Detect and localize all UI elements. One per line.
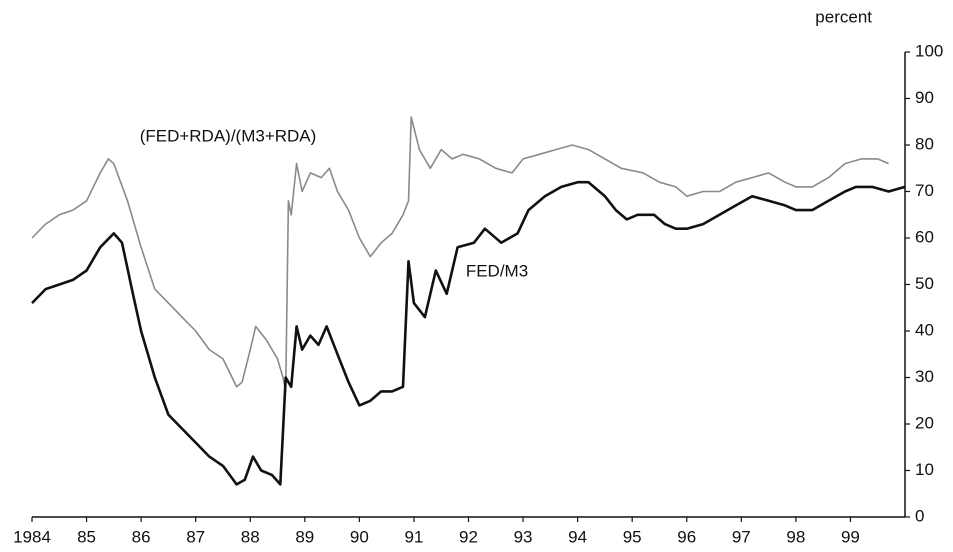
y-tick-label: 0: [915, 506, 924, 525]
y-tick-label: 50: [915, 274, 934, 293]
x-tick-label: 94: [568, 527, 587, 546]
x-tick-label: 1984: [13, 527, 51, 546]
x-tick-label: 89: [295, 527, 314, 546]
x-tick-label: 85: [77, 527, 96, 546]
x-tick-label: 97: [732, 527, 751, 546]
x-tick-label: 96: [677, 527, 696, 546]
y-tick-label: 60: [915, 227, 934, 246]
x-tick-label: 92: [459, 527, 478, 546]
y-axis-label: percent: [815, 7, 872, 26]
x-tick-label: 93: [514, 527, 533, 546]
x-tick-label: 91: [404, 527, 423, 546]
y-tick-label: 40: [915, 320, 934, 339]
y-tick-label: 70: [915, 181, 934, 200]
x-tick-label: 88: [241, 527, 260, 546]
x-tick-label: 98: [786, 527, 805, 546]
x-tick-label: 95: [623, 527, 642, 546]
series-line: [31, 116, 889, 393]
y-tick-label: 80: [915, 134, 934, 153]
series-line: [31, 180, 906, 486]
x-tick-label: 86: [132, 527, 151, 546]
y-tick-label: 30: [915, 367, 934, 386]
x-tick-label: 90: [350, 527, 369, 546]
y-tick-label: 20: [915, 413, 934, 432]
x-tick-label: 99: [841, 527, 860, 546]
series-label: (FED+RDA)/(M3+RDA): [140, 126, 317, 145]
series-label: FED/M3: [466, 261, 528, 280]
y-tick-label: 100: [915, 41, 943, 60]
y-tick-label: 90: [915, 88, 934, 107]
y-tick-label: 10: [915, 460, 934, 479]
x-tick-label: 87: [186, 527, 205, 546]
